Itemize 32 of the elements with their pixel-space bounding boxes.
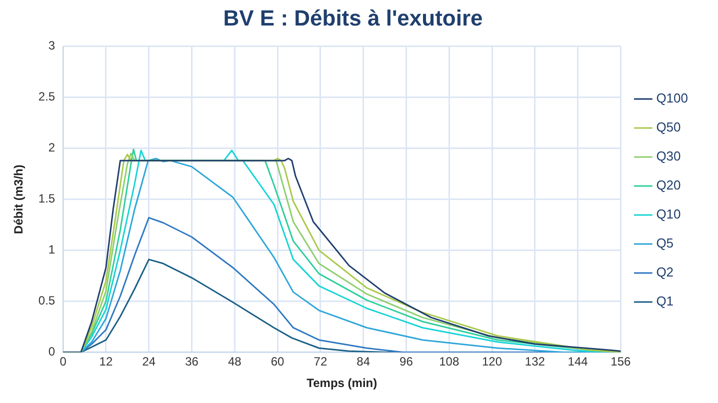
y-tick-label: 1 bbox=[48, 242, 56, 257]
x-tick-label: 156 bbox=[610, 354, 632, 369]
y-tick-label: 1.5 bbox=[38, 192, 56, 206]
x-tick-label: 120 bbox=[482, 354, 502, 369]
x-tick-label: 96 bbox=[400, 354, 414, 369]
x-tick-label: 72 bbox=[314, 354, 328, 369]
x-tick-label: 36 bbox=[185, 354, 199, 369]
legend-label: Q30 bbox=[656, 148, 681, 164]
x-tick-label: 84 bbox=[356, 354, 370, 369]
x-tick-label: 60 bbox=[270, 354, 285, 369]
chart-title: BV E : Débits à l'exutoire bbox=[223, 5, 483, 30]
y-tick-label: 2 bbox=[48, 140, 56, 155]
legend-label: Q1 bbox=[656, 294, 674, 309]
x-tick-label: 48 bbox=[228, 354, 242, 369]
y-axis-title: Débit (m3/h) bbox=[12, 164, 26, 234]
x-tick-label: 24 bbox=[142, 354, 156, 369]
legend-label: Q2 bbox=[656, 264, 674, 280]
x-tick-label: 144 bbox=[568, 354, 588, 369]
y-tick-label: 0 bbox=[48, 344, 56, 359]
x-tick-label: 0 bbox=[60, 354, 67, 369]
legend-label: Q100 bbox=[656, 90, 688, 106]
y-tick-label: 3 bbox=[48, 38, 56, 53]
x-axis-title: Temps (min) bbox=[306, 376, 378, 390]
y-tick-label: 2.5 bbox=[38, 90, 56, 104]
x-tick-label: 108 bbox=[439, 354, 460, 369]
y-tick-label: 0.5 bbox=[38, 294, 56, 308]
legend-label: Q50 bbox=[656, 120, 681, 135]
legend-label: Q20 bbox=[656, 178, 681, 193]
x-tick-label: 12 bbox=[99, 354, 113, 369]
x-tick-label: 132 bbox=[524, 354, 546, 369]
legend-label: Q5 bbox=[656, 236, 674, 251]
legend-label: Q10 bbox=[656, 206, 681, 222]
